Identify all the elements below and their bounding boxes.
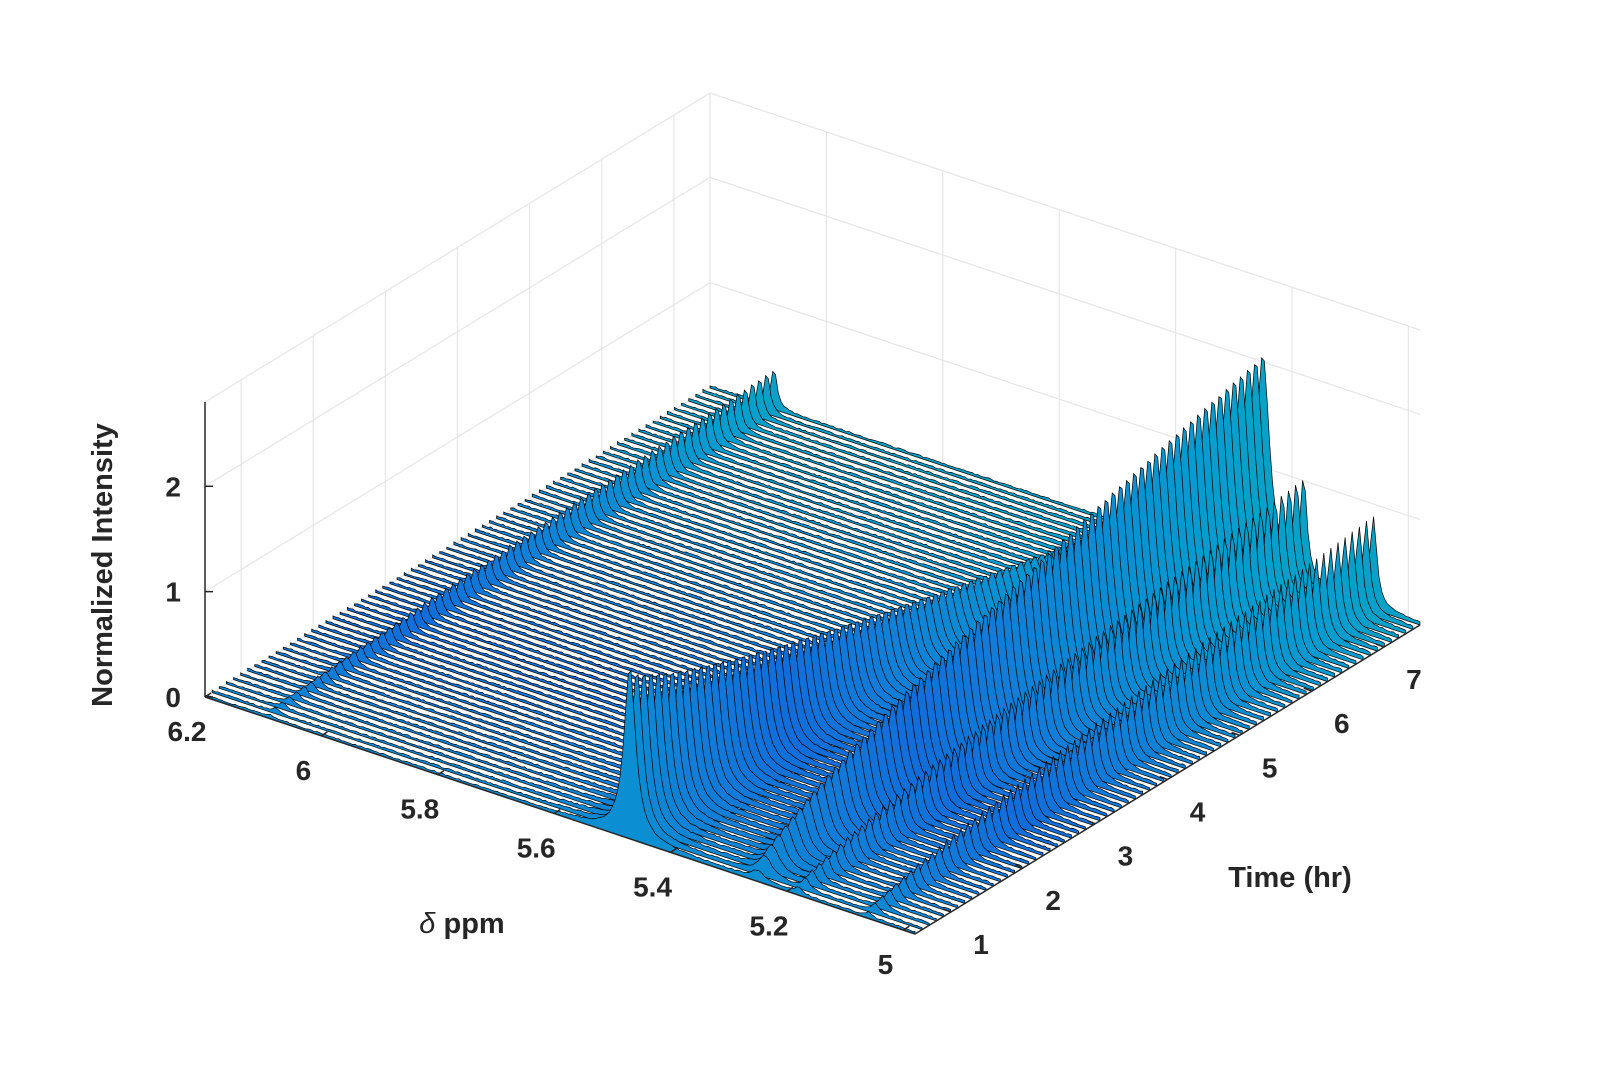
y-tick bbox=[1375, 643, 1385, 648]
y-tick-label: 4 bbox=[1190, 797, 1206, 828]
surface-slice bbox=[211, 673, 923, 931]
surface-slice bbox=[204, 669, 916, 935]
y-tick-label: 3 bbox=[1118, 841, 1134, 872]
y-tick bbox=[1231, 731, 1240, 737]
tick-labels: 6.2 6 5.8 5.6 5.4 5.2 5 1 2 3 4 5 6 7 0 1 2 bbox=[165, 471, 1421, 980]
grid-line bbox=[204, 92, 1421, 403]
x-tick-label: 5.2 bbox=[749, 910, 788, 941]
x-tick-label: 5.4 bbox=[633, 871, 672, 902]
y-axis-title: Time (hr) bbox=[1228, 862, 1352, 894]
y-tick-label: 7 bbox=[1406, 664, 1422, 695]
x-tick bbox=[670, 847, 677, 854]
x-tick-label: 5 bbox=[878, 949, 894, 980]
z-tick-label: 0 bbox=[165, 682, 181, 713]
x-axis-unit: ppm bbox=[435, 908, 504, 940]
x-tick bbox=[786, 886, 794, 892]
x-axis-line bbox=[204, 696, 916, 935]
x-axis-symbol: δ bbox=[419, 908, 436, 940]
axes bbox=[204, 402, 1421, 935]
x-tick-label: 6.2 bbox=[168, 716, 207, 747]
x-axis-title: δ ppm bbox=[419, 908, 504, 940]
x-tick bbox=[320, 731, 328, 737]
x-tick-label: 6 bbox=[296, 755, 312, 786]
surface bbox=[204, 357, 1421, 935]
x-tick-label: 5.6 bbox=[517, 833, 556, 864]
y-tick-label: 1 bbox=[973, 929, 989, 960]
z-axis-title: Normalized Intensity bbox=[87, 423, 119, 707]
y-tick bbox=[1303, 687, 1313, 692]
x-tick bbox=[902, 925, 910, 931]
y-tick-label: 5 bbox=[1262, 752, 1278, 783]
y-tick-label: 6 bbox=[1334, 708, 1350, 739]
y-tick-label: 2 bbox=[1045, 885, 1061, 916]
z-tick-label: 2 bbox=[165, 471, 181, 502]
x-tick bbox=[437, 770, 445, 776]
y-tick bbox=[942, 908, 952, 913]
grid-line bbox=[204, 176, 1421, 487]
x-tick-label: 5.8 bbox=[400, 794, 439, 825]
x-tick bbox=[553, 808, 561, 815]
surface-slice bbox=[218, 674, 930, 926]
z-tick-label: 1 bbox=[165, 577, 181, 608]
y-tick bbox=[1159, 775, 1168, 781]
y-tick bbox=[1087, 819, 1096, 825]
y-tick bbox=[1014, 864, 1024, 869]
